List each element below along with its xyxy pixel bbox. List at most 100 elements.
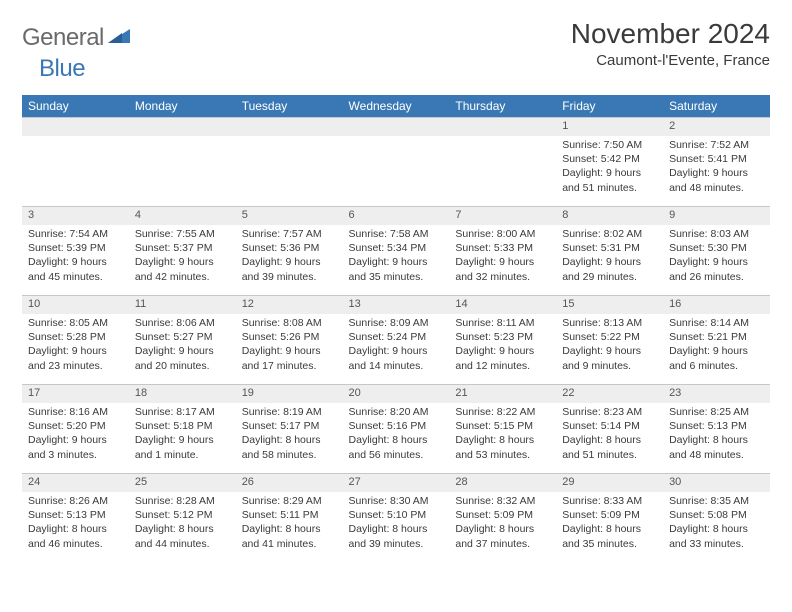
day-details: Sunrise: 8:03 AMSunset: 5:30 PMDaylight:…	[663, 225, 770, 288]
day-detail-line: Daylight: 9 hours and 32 minutes.	[455, 255, 550, 283]
day-detail-line: Sunset: 5:20 PM	[28, 419, 123, 433]
day-detail-line: Sunset: 5:12 PM	[135, 508, 230, 522]
brand-mark-icon	[108, 25, 130, 48]
day-details: Sunrise: 8:35 AMSunset: 5:08 PMDaylight:…	[663, 492, 770, 555]
day-detail-line: Daylight: 8 hours and 58 minutes.	[242, 433, 337, 461]
day-details	[236, 136, 343, 142]
day-detail-line: Sunrise: 8:32 AM	[455, 494, 550, 508]
day-detail-line: Sunrise: 8:30 AM	[349, 494, 444, 508]
calendar-day-cell: 20Sunrise: 8:20 AMSunset: 5:16 PMDayligh…	[343, 385, 450, 474]
day-detail-line: Sunset: 5:28 PM	[28, 330, 123, 344]
day-number: 29	[556, 474, 663, 492]
day-number: 12	[236, 296, 343, 314]
day-detail-line: Sunrise: 8:13 AM	[562, 316, 657, 330]
day-detail-line: Daylight: 9 hours and 26 minutes.	[669, 255, 764, 283]
calendar-day-cell: 17Sunrise: 8:16 AMSunset: 5:20 PMDayligh…	[22, 385, 129, 474]
day-number: 20	[343, 385, 450, 403]
day-details: Sunrise: 8:28 AMSunset: 5:12 PMDaylight:…	[129, 492, 236, 555]
day-number: 10	[22, 296, 129, 314]
brand-word2: Blue	[39, 55, 85, 83]
day-details: Sunrise: 8:06 AMSunset: 5:27 PMDaylight:…	[129, 314, 236, 377]
brand-logo: General	[22, 18, 132, 52]
day-detail-line: Daylight: 9 hours and 45 minutes.	[28, 255, 123, 283]
day-detail-line: Daylight: 8 hours and 44 minutes.	[135, 522, 230, 550]
day-detail-line: Sunrise: 8:06 AM	[135, 316, 230, 330]
day-detail-line: Sunset: 5:24 PM	[349, 330, 444, 344]
day-detail-line: Daylight: 8 hours and 39 minutes.	[349, 522, 444, 550]
day-detail-line: Daylight: 9 hours and 1 minute.	[135, 433, 230, 461]
day-number: 22	[556, 385, 663, 403]
day-details: Sunrise: 8:05 AMSunset: 5:28 PMDaylight:…	[22, 314, 129, 377]
day-detail-line: Sunrise: 8:17 AM	[135, 405, 230, 419]
day-details: Sunrise: 8:16 AMSunset: 5:20 PMDaylight:…	[22, 403, 129, 466]
day-detail-line: Daylight: 9 hours and 12 minutes.	[455, 344, 550, 372]
day-detail-line: Sunset: 5:17 PM	[242, 419, 337, 433]
day-detail-line: Sunrise: 7:52 AM	[669, 138, 764, 152]
calendar-day-cell: 10Sunrise: 8:05 AMSunset: 5:28 PMDayligh…	[22, 296, 129, 385]
day-detail-line: Sunset: 5:23 PM	[455, 330, 550, 344]
day-detail-line: Sunset: 5:33 PM	[455, 241, 550, 255]
day-details: Sunrise: 8:23 AMSunset: 5:14 PMDaylight:…	[556, 403, 663, 466]
calendar-day-cell: 15Sunrise: 8:13 AMSunset: 5:22 PMDayligh…	[556, 296, 663, 385]
day-detail-line: Daylight: 8 hours and 48 minutes.	[669, 433, 764, 461]
calendar-empty-cell	[129, 118, 236, 207]
day-detail-line: Daylight: 9 hours and 51 minutes.	[562, 166, 657, 194]
day-detail-line: Sunset: 5:37 PM	[135, 241, 230, 255]
weekday-header: Monday	[129, 95, 236, 118]
day-detail-line: Sunrise: 8:29 AM	[242, 494, 337, 508]
day-detail-line: Sunset: 5:27 PM	[135, 330, 230, 344]
day-details: Sunrise: 8:08 AMSunset: 5:26 PMDaylight:…	[236, 314, 343, 377]
day-details: Sunrise: 8:02 AMSunset: 5:31 PMDaylight:…	[556, 225, 663, 288]
day-detail-line: Sunset: 5:15 PM	[455, 419, 550, 433]
day-number	[343, 118, 450, 136]
day-detail-line: Sunrise: 8:23 AM	[562, 405, 657, 419]
day-detail-line: Sunrise: 7:57 AM	[242, 227, 337, 241]
day-details: Sunrise: 7:55 AMSunset: 5:37 PMDaylight:…	[129, 225, 236, 288]
day-detail-line: Sunrise: 8:00 AM	[455, 227, 550, 241]
day-details	[343, 136, 450, 142]
day-detail-line: Daylight: 9 hours and 23 minutes.	[28, 344, 123, 372]
day-number: 21	[449, 385, 556, 403]
weekday-header: Thursday	[449, 95, 556, 118]
location-text: Caumont-l'Evente, France	[571, 52, 770, 69]
calendar-empty-cell	[449, 118, 556, 207]
day-details	[449, 136, 556, 142]
day-number: 19	[236, 385, 343, 403]
day-details: Sunrise: 7:57 AMSunset: 5:36 PMDaylight:…	[236, 225, 343, 288]
calendar-week-row: 24Sunrise: 8:26 AMSunset: 5:13 PMDayligh…	[22, 474, 770, 563]
day-number: 24	[22, 474, 129, 492]
day-detail-line: Sunset: 5:34 PM	[349, 241, 444, 255]
day-details: Sunrise: 8:29 AMSunset: 5:11 PMDaylight:…	[236, 492, 343, 555]
day-details: Sunrise: 7:58 AMSunset: 5:34 PMDaylight:…	[343, 225, 450, 288]
day-detail-line: Sunset: 5:18 PM	[135, 419, 230, 433]
weekday-header: Sunday	[22, 95, 129, 118]
day-number: 17	[22, 385, 129, 403]
day-detail-line: Daylight: 8 hours and 35 minutes.	[562, 522, 657, 550]
calendar-week-row: 10Sunrise: 8:05 AMSunset: 5:28 PMDayligh…	[22, 296, 770, 385]
calendar-day-cell: 23Sunrise: 8:25 AMSunset: 5:13 PMDayligh…	[663, 385, 770, 474]
day-number: 13	[343, 296, 450, 314]
day-details: Sunrise: 7:54 AMSunset: 5:39 PMDaylight:…	[22, 225, 129, 288]
calendar-day-cell: 1Sunrise: 7:50 AMSunset: 5:42 PMDaylight…	[556, 118, 663, 207]
brand-word1: General	[22, 24, 104, 52]
calendar-day-cell: 8Sunrise: 8:02 AMSunset: 5:31 PMDaylight…	[556, 207, 663, 296]
day-number: 18	[129, 385, 236, 403]
day-details: Sunrise: 8:13 AMSunset: 5:22 PMDaylight:…	[556, 314, 663, 377]
calendar-day-cell: 11Sunrise: 8:06 AMSunset: 5:27 PMDayligh…	[129, 296, 236, 385]
day-detail-line: Sunrise: 8:03 AM	[669, 227, 764, 241]
day-detail-line: Sunset: 5:21 PM	[669, 330, 764, 344]
calendar-week-row: 1Sunrise: 7:50 AMSunset: 5:42 PMDaylight…	[22, 118, 770, 207]
day-number: 1	[556, 118, 663, 136]
day-detail-line: Sunrise: 8:19 AM	[242, 405, 337, 419]
day-number	[129, 118, 236, 136]
day-detail-line: Daylight: 9 hours and 20 minutes.	[135, 344, 230, 372]
calendar-day-cell: 22Sunrise: 8:23 AMSunset: 5:14 PMDayligh…	[556, 385, 663, 474]
calendar-body: 1Sunrise: 7:50 AMSunset: 5:42 PMDaylight…	[22, 118, 770, 563]
calendar-day-cell: 25Sunrise: 8:28 AMSunset: 5:12 PMDayligh…	[129, 474, 236, 563]
day-detail-line: Daylight: 8 hours and 56 minutes.	[349, 433, 444, 461]
day-detail-line: Sunrise: 8:35 AM	[669, 494, 764, 508]
day-detail-line: Sunset: 5:09 PM	[562, 508, 657, 522]
calendar-day-cell: 28Sunrise: 8:32 AMSunset: 5:09 PMDayligh…	[449, 474, 556, 563]
calendar-head: SundayMondayTuesdayWednesdayThursdayFrid…	[22, 95, 770, 118]
day-detail-line: Daylight: 9 hours and 3 minutes.	[28, 433, 123, 461]
